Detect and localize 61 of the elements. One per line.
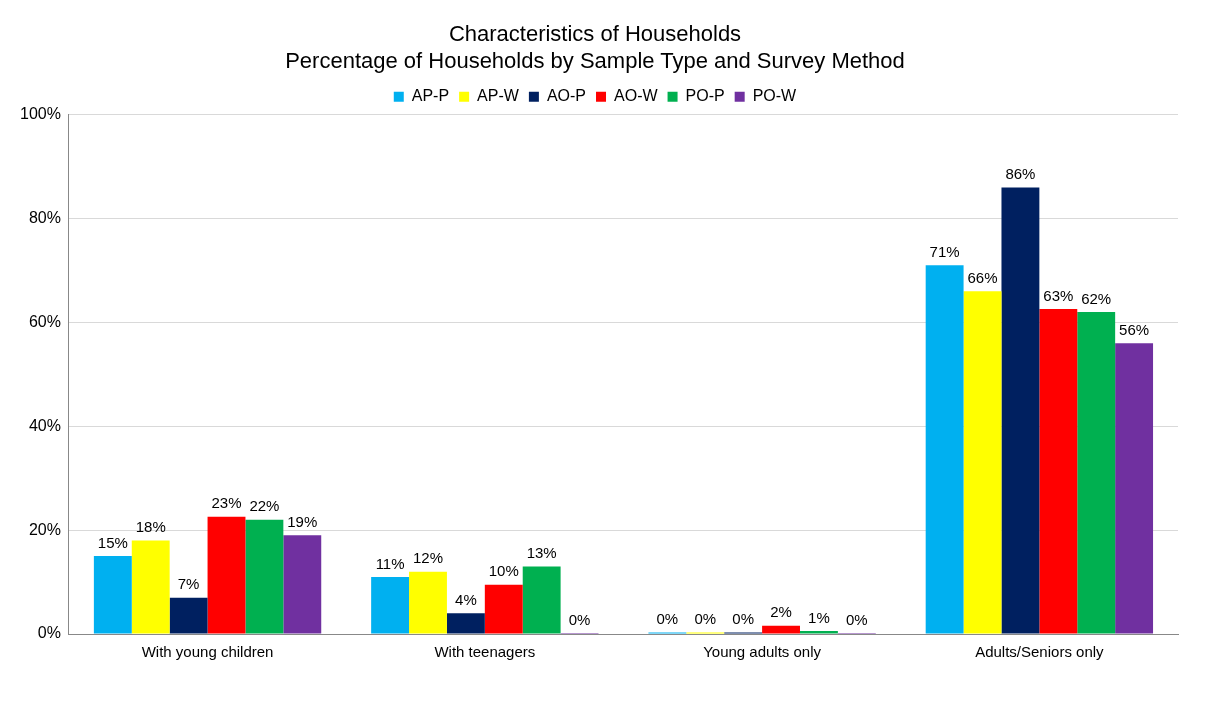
bar xyxy=(1039,308,1078,634)
data-label: 0% xyxy=(845,610,868,628)
data-label: 86% xyxy=(1005,165,1036,183)
bar xyxy=(245,519,284,634)
y-tick-label: 100% xyxy=(20,105,61,123)
data-label: 23% xyxy=(211,494,242,512)
bar xyxy=(963,291,1002,634)
bar xyxy=(1115,343,1154,634)
data-label: 1% xyxy=(808,608,830,626)
data-label: 0% xyxy=(568,610,591,628)
data-label: 19% xyxy=(287,512,318,530)
data-label: 56% xyxy=(1119,320,1150,338)
data-label: 2% xyxy=(770,603,792,621)
text: Percentage of Households by Sample Type and Survey Method xyxy=(285,47,905,73)
data-label: 13% xyxy=(526,544,557,562)
legend-label: AP-W xyxy=(477,87,520,105)
data-label: 15% xyxy=(97,533,128,551)
x-tick-label: With young children xyxy=(141,643,274,661)
data-label: 71% xyxy=(929,243,960,261)
bar xyxy=(522,566,561,634)
legend-label: PO-W xyxy=(752,87,798,105)
data-label: 0% xyxy=(732,610,754,628)
bar xyxy=(409,571,447,634)
bar xyxy=(799,630,838,634)
text: Characteristics of Households xyxy=(448,21,742,47)
bar xyxy=(762,625,800,634)
x-tick-label: Young adults only xyxy=(703,643,822,661)
legend-label: PO-P xyxy=(685,87,725,105)
y-tick-label: 60% xyxy=(28,312,61,330)
bar xyxy=(484,584,523,634)
bar xyxy=(1077,312,1116,634)
bar xyxy=(207,516,246,634)
bar xyxy=(93,556,132,634)
x-tick-label: Adults/Seniors only xyxy=(975,643,1105,661)
data-label: 0% xyxy=(694,610,717,628)
x-tick-label: With teenagers xyxy=(434,643,536,661)
bar xyxy=(925,265,964,634)
data-label: 0% xyxy=(656,610,679,628)
data-label: 4% xyxy=(455,590,477,608)
data-label: 22% xyxy=(249,497,280,515)
data-label: 18% xyxy=(135,518,166,536)
y-tick-label: 40% xyxy=(28,416,61,434)
bar xyxy=(283,535,322,634)
data-label: 66% xyxy=(967,268,998,286)
y-tick-label: 20% xyxy=(28,520,61,538)
bar xyxy=(169,597,208,634)
bar xyxy=(446,613,485,634)
legend-label: AP-P xyxy=(411,87,450,105)
data-label: 11% xyxy=(375,554,405,572)
bar xyxy=(131,540,170,634)
legend-label: AO-W xyxy=(614,87,659,105)
data-label: 10% xyxy=(488,562,519,580)
data-label: 62% xyxy=(1081,289,1112,307)
bar xyxy=(371,576,410,634)
legend-label: AO-P xyxy=(546,87,587,105)
y-tick-label: 0% xyxy=(37,624,61,642)
y-tick-label: 80% xyxy=(28,209,61,227)
bar xyxy=(1001,187,1040,634)
data-label: 63% xyxy=(1043,286,1074,304)
data-label: 7% xyxy=(177,575,200,593)
data-label: 12% xyxy=(412,549,443,567)
